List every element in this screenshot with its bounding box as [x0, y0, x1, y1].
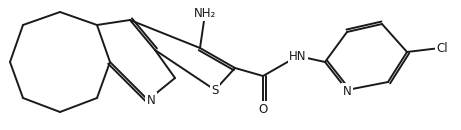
Text: N: N: [343, 84, 351, 98]
Text: HN: HN: [289, 50, 307, 63]
Text: Cl: Cl: [436, 41, 448, 54]
Text: NH₂: NH₂: [194, 6, 216, 20]
Text: O: O: [258, 102, 268, 115]
Text: N: N: [147, 93, 155, 106]
Text: S: S: [211, 83, 219, 96]
